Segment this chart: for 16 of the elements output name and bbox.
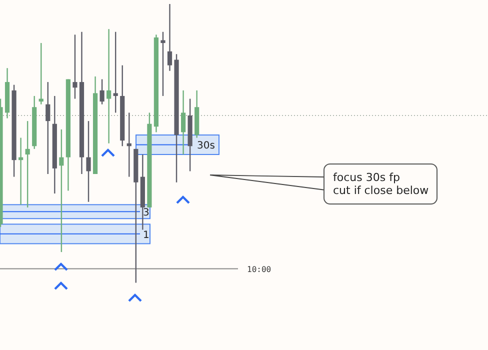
candlestick <box>106 28 112 144</box>
candlestick <box>167 3 172 72</box>
candlestick <box>100 78 104 105</box>
band-label: 3 <box>143 208 150 219</box>
candlestick <box>59 128 64 253</box>
candlestick <box>86 120 91 202</box>
band-label: 30s <box>197 140 215 152</box>
candlestick <box>25 120 30 208</box>
candlestick <box>46 81 50 175</box>
candlestick <box>72 34 78 100</box>
candlestick <box>180 90 186 156</box>
text: 10:00 <box>247 265 272 274</box>
band-label: 1 <box>143 230 150 241</box>
candlestick <box>113 31 118 114</box>
candlestick <box>160 31 166 97</box>
text: focus 30s fp cut if close below <box>333 171 429 197</box>
